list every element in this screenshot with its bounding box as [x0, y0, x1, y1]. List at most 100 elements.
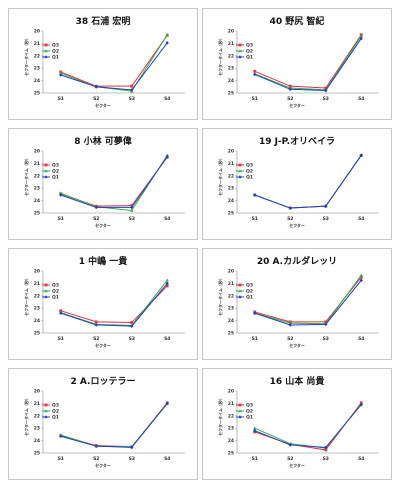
- data-point: [359, 275, 363, 279]
- data-point: [324, 204, 328, 208]
- x-tick-label: S1: [58, 336, 64, 342]
- legend-label: Q1: [246, 295, 253, 301]
- y-tick-label: 24: [34, 198, 40, 204]
- y-tick-label: 21: [228, 401, 234, 407]
- x-tick-label: S2: [93, 216, 99, 222]
- series-line-Q3: [254, 34, 362, 89]
- x-tick-label: S4: [358, 336, 364, 342]
- y-tick-label: 20: [228, 389, 234, 395]
- x-tick-label: S2: [93, 336, 99, 342]
- x-tick-label: S1: [58, 216, 64, 222]
- chart-panel-40: 40 野尻 智紀 セクタータイム（秒） セクター 20 21 22 23 24 25 S1 S…: [202, 8, 392, 120]
- legend-label: Q2: [246, 169, 253, 175]
- series-line-Q1: [60, 156, 168, 208]
- data-point: [359, 34, 363, 38]
- data-point: [324, 86, 328, 90]
- x-tick-label: S1: [58, 456, 64, 462]
- y-tick-label: 24: [228, 78, 234, 84]
- y-tick-label: 20: [34, 29, 40, 35]
- x-tick-label: S2: [287, 456, 293, 462]
- data-point: [359, 153, 363, 158]
- legend-label: Q3: [52, 163, 59, 169]
- data-point: [165, 40, 169, 45]
- chart-panel-20: 20 A.カルダレッリ セクタータイム（秒） セクター 20 21 22 23 24 25…: [202, 248, 392, 360]
- legend-label: Q2: [52, 409, 59, 415]
- x-tick-label: S4: [358, 216, 364, 222]
- legend-label: Q3: [52, 43, 59, 49]
- y-tick-label: 20: [228, 29, 234, 35]
- y-tick-label: 24: [34, 438, 40, 444]
- data-point: [130, 208, 134, 212]
- legend-marker: [238, 43, 242, 47]
- x-tick-label: S2: [93, 456, 99, 462]
- x-axis-label: セクター: [95, 223, 111, 228]
- chart-panel-16: 16 山本 尚貴 セクタータイム（秒） セクター 20 21 22 23 24 25 S1 S…: [202, 368, 392, 480]
- data-point: [94, 320, 98, 324]
- legend-marker: [44, 43, 48, 47]
- chart-title: 40 野尻 智紀: [269, 17, 325, 27]
- x-tick-label: S3: [323, 456, 329, 462]
- legend-marker: [238, 415, 242, 419]
- chart-title: 38 石浦 宏明: [75, 17, 131, 27]
- y-tick-label: 25: [228, 451, 234, 457]
- series-line-Q2: [60, 34, 168, 92]
- y-tick-label: 22: [34, 413, 40, 419]
- x-tick-label: S4: [164, 96, 170, 102]
- series-line-Q1: [60, 403, 168, 448]
- y-tick-label: 21: [228, 161, 234, 167]
- data-point: [253, 72, 257, 77]
- x-tick-label: S1: [252, 216, 258, 222]
- x-tick-label: S2: [93, 96, 99, 102]
- y-tick-label: 21: [34, 161, 40, 167]
- x-tick-label: S4: [164, 336, 170, 342]
- series-line-Q2: [254, 155, 362, 209]
- x-tick-label: S3: [323, 96, 329, 102]
- legend-label: Q1: [52, 415, 59, 421]
- data-point: [253, 69, 257, 73]
- data-point: [324, 320, 328, 324]
- legend-label: Q3: [246, 403, 253, 409]
- legend-marker: [44, 403, 48, 407]
- x-axis-label: セクター: [289, 103, 305, 108]
- legend-marker: [238, 169, 242, 173]
- legend-marker: [238, 289, 242, 293]
- chart-panel-2: 2 A.ロッテラー セクタータイム（秒） セクター 20 21 22 23 24 25 S1…: [8, 368, 198, 480]
- series-line-Q1: [254, 38, 362, 92]
- chart-title: 16 山本 尚貴: [269, 377, 325, 387]
- legend-label: Q2: [52, 169, 59, 175]
- data-point: [288, 321, 292, 325]
- legend-marker: [238, 295, 242, 299]
- y-tick-label: 24: [34, 78, 40, 84]
- y-tick-label: 20: [34, 389, 40, 395]
- x-tick-label: S3: [129, 336, 135, 342]
- legend-label: Q3: [246, 163, 253, 169]
- chart-title: 2 A.ロッテラー: [70, 377, 136, 387]
- data-point: [165, 284, 169, 288]
- x-axis-label: セクター: [289, 343, 305, 348]
- data-point: [130, 204, 134, 207]
- legend-marker: [44, 169, 48, 173]
- data-point: [59, 73, 63, 77]
- data-point: [130, 84, 134, 88]
- y-tick-label: 24: [228, 318, 234, 324]
- data-point: [165, 401, 169, 406]
- series-line-Q1: [60, 283, 168, 327]
- data-point: [94, 85, 98, 89]
- x-tick-label: S2: [287, 336, 293, 342]
- series-line-Q2: [254, 275, 362, 325]
- y-tick-label: 22: [228, 53, 234, 59]
- y-tick-label: 22: [34, 173, 40, 179]
- data-point: [165, 32, 169, 37]
- y-tick-label: 23: [34, 186, 40, 192]
- series-line-Q3: [60, 285, 168, 323]
- y-tick-label: 25: [34, 211, 40, 217]
- legend-label: Q1: [52, 55, 59, 61]
- data-point: [288, 323, 292, 327]
- legend-marker: [238, 163, 242, 167]
- data-point: [324, 445, 328, 450]
- y-tick-label: 21: [228, 41, 234, 47]
- chart-title: 8 小林 可夢偉: [74, 137, 132, 147]
- data-point: [130, 445, 134, 450]
- legend-marker: [44, 55, 48, 59]
